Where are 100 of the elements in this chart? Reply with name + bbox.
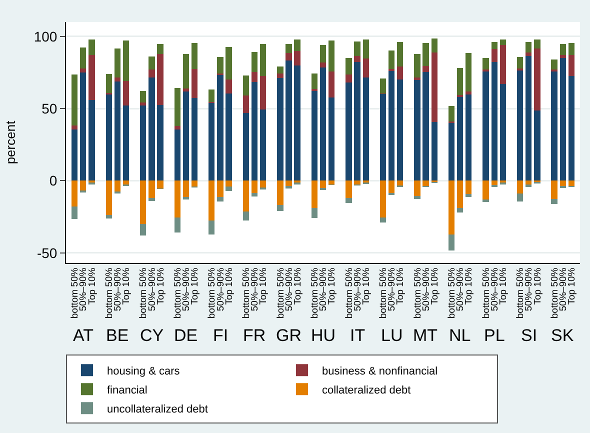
bar (106, 74, 112, 93)
bar (380, 218, 386, 223)
bar (456, 180, 464, 208)
bar (242, 95, 249, 113)
bar (174, 217, 180, 232)
bar (286, 44, 292, 53)
bar (157, 104, 164, 181)
bar (226, 180, 232, 187)
bar (251, 82, 258, 181)
text: NL (449, 326, 471, 345)
bar (311, 74, 318, 90)
bar (140, 180, 146, 224)
bar (294, 51, 300, 66)
x-tick-label: bottom 50% (549, 267, 560, 319)
bar (516, 180, 524, 194)
bar (500, 40, 506, 46)
bar (448, 106, 455, 122)
x-tick-label: Top 10% (360, 267, 372, 305)
bar (560, 58, 566, 181)
bar (226, 93, 232, 181)
x-tick-label: 50%–90% (420, 267, 432, 312)
bar (226, 186, 232, 192)
x-tick-label: 50%–90% (181, 267, 192, 312)
bar (148, 70, 155, 78)
text: IT (350, 326, 366, 345)
bar (526, 42, 532, 53)
bar (526, 52, 532, 56)
y-axis-title: percent (2, 120, 18, 164)
bar (80, 180, 86, 190)
bar (568, 180, 575, 186)
bar (491, 62, 498, 181)
bar (140, 90, 146, 103)
bar (80, 72, 86, 181)
bar (328, 180, 335, 184)
text: CY (140, 326, 164, 345)
y-tick-label: 0 (49, 172, 58, 189)
bar (294, 65, 300, 181)
bar (174, 129, 180, 181)
bar (482, 200, 489, 202)
bar (251, 193, 258, 197)
bar (516, 193, 524, 202)
bar (568, 76, 575, 181)
bar (182, 92, 190, 181)
bar (226, 46, 232, 80)
bar (286, 186, 292, 189)
bar (380, 94, 386, 181)
bar (174, 180, 180, 218)
bar (397, 180, 404, 186)
text: SI (521, 326, 538, 345)
bar (106, 94, 112, 181)
bar (182, 196, 190, 200)
bar (208, 180, 215, 221)
bar (466, 180, 472, 194)
bar (500, 84, 506, 181)
bar (148, 180, 155, 198)
x-tick-label: 50%–90% (386, 267, 398, 312)
bar (320, 180, 326, 188)
bar (346, 58, 352, 75)
bar (174, 88, 180, 126)
bar (217, 180, 224, 198)
x-tick-label: Top 10% (429, 267, 440, 305)
bar (551, 180, 558, 200)
x-tick-label: bottom 50% (172, 267, 184, 319)
x-tick-label: 50%–90% (455, 267, 466, 312)
bar (217, 57, 224, 74)
bar (140, 224, 146, 236)
bar (534, 48, 540, 110)
x-tick-label: Top 10% (224, 267, 235, 305)
x-tick-label: Top 10% (395, 267, 406, 305)
bar (174, 126, 180, 130)
bar (182, 180, 190, 197)
bar (526, 184, 532, 187)
bar (362, 58, 369, 78)
bar (328, 40, 335, 72)
bar (260, 76, 266, 110)
bar (362, 40, 369, 58)
legend-label: financial (107, 384, 148, 396)
bar (346, 82, 352, 181)
text: DE (174, 326, 198, 345)
bar (208, 220, 215, 234)
x-tick-label: Top 10% (86, 267, 98, 305)
bar (311, 208, 318, 218)
bar (516, 70, 524, 181)
bar (71, 129, 78, 181)
bar (71, 125, 78, 130)
bar (242, 180, 249, 212)
text: GR (276, 326, 302, 345)
bar (106, 180, 112, 215)
legend-label: collateralized debt (322, 384, 411, 396)
bar (388, 50, 395, 69)
bar (242, 211, 249, 220)
y-tick-label: 50 (42, 100, 58, 116)
bar (157, 44, 164, 54)
x-tick-label: bottom 50% (412, 267, 424, 319)
bar (217, 197, 224, 202)
bar (448, 234, 455, 250)
x-tick-label: Top 10% (326, 267, 338, 305)
legend-label: uncollateralized debt (107, 403, 208, 416)
y-tick-label: 100 (34, 28, 58, 44)
bar (482, 180, 489, 200)
